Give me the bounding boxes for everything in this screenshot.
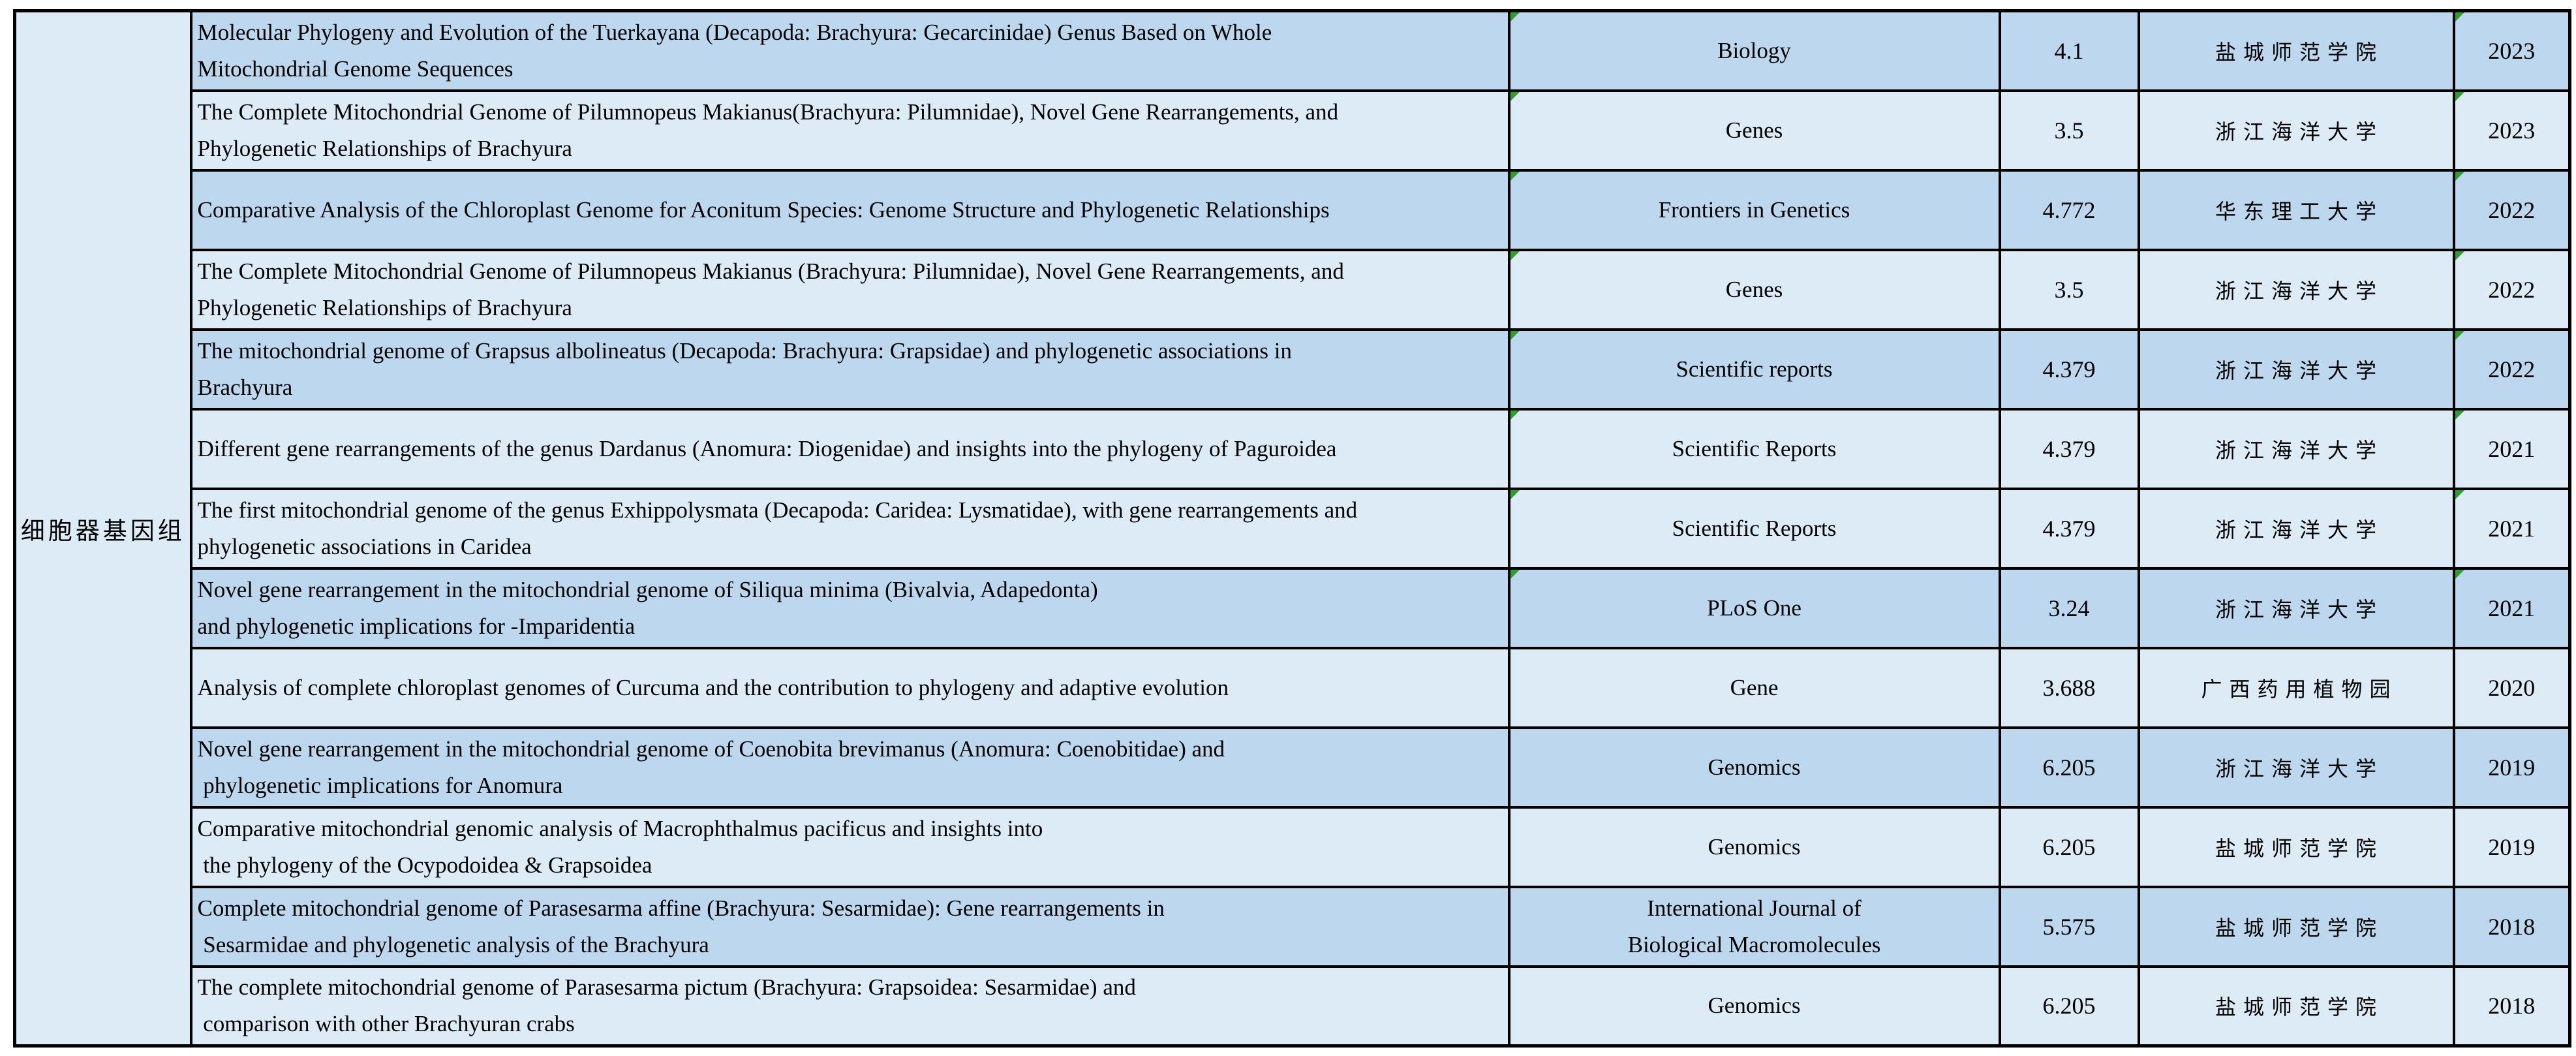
impact-factor-cell: 4.1 bbox=[1998, 9, 2140, 92]
institution-cell: 盐城师范学院 bbox=[2137, 9, 2455, 92]
journal-cell: Scientific reports bbox=[1507, 328, 2001, 411]
paper-title-cell: The complete mitochondrial genome of Par… bbox=[189, 965, 1510, 1048]
paper-title-cell: The mitochondrial genome of Grapsus albo… bbox=[189, 328, 1510, 411]
year-cell: 2022 bbox=[2452, 328, 2571, 411]
cell-flag-icon bbox=[2456, 93, 2464, 101]
institution-cell: 广西药用植物园 bbox=[2137, 646, 2455, 729]
journal-cell: Scientific Reports bbox=[1507, 487, 2001, 570]
publications-table-body: 细胞器基因组 Molecular Phylogeny and Evolution … bbox=[13, 9, 2571, 1048]
table-row: Comparative Analysis of the Chloroplast … bbox=[15, 168, 2571, 251]
cell-flag-icon bbox=[1511, 570, 1520, 579]
cell-flag-icon bbox=[2456, 252, 2464, 260]
cell-flag-icon bbox=[2456, 570, 2464, 579]
year-cell: 2019 bbox=[2452, 726, 2571, 809]
journal-cell: International Journal of Biological Macr… bbox=[1507, 885, 2001, 968]
table-row: The Complete Mitochondrial Genome of Pil… bbox=[15, 89, 2571, 172]
journal-cell: PLoS One bbox=[1507, 567, 2001, 649]
paper-title-cell: Comparative mitochondrial genomic analys… bbox=[189, 805, 1510, 888]
paper-title-cell: Different gene rearrangements of the gen… bbox=[189, 407, 1510, 490]
paper-title-cell: Analysis of complete chloroplast genomes… bbox=[189, 646, 1510, 729]
impact-factor-cell: 4.379 bbox=[1998, 407, 2140, 490]
paper-title-cell: The Complete Mitochondrial Genome of Pil… bbox=[189, 89, 1510, 172]
paper-title-cell: Molecular Phylogeny and Evolution of the… bbox=[189, 9, 1510, 92]
impact-factor-cell: 6.205 bbox=[1998, 805, 2140, 888]
institution-cell: 浙江海洋大学 bbox=[2137, 567, 2455, 649]
impact-factor-cell: 3.5 bbox=[1998, 248, 2140, 331]
cell-flag-icon bbox=[1511, 93, 1520, 101]
cell-flag-icon bbox=[2456, 411, 2464, 420]
institution-cell: 浙江海洋大学 bbox=[2137, 328, 2455, 411]
paper-title-cell: Comparative Analysis of the Chloroplast … bbox=[189, 168, 1510, 251]
year-cell: 2021 bbox=[2452, 487, 2571, 570]
journal-cell: Genes bbox=[1507, 248, 2001, 331]
cell-flag-icon bbox=[1511, 411, 1520, 420]
cell-flag-icon bbox=[2456, 172, 2464, 181]
impact-factor-cell: 4.379 bbox=[1998, 487, 2140, 570]
category-cell: 细胞器基因组 bbox=[13, 9, 192, 1048]
institution-cell: 盐城师范学院 bbox=[2137, 965, 2455, 1048]
institution-cell: 盐城师范学院 bbox=[2137, 885, 2455, 968]
year-cell: 2022 bbox=[2452, 248, 2571, 331]
table-row: The first mitochondrial genome of the ge… bbox=[15, 487, 2571, 570]
year-cell: 2023 bbox=[2452, 9, 2571, 92]
journal-cell: Biology bbox=[1507, 9, 2001, 92]
journal-cell: Frontiers in Genetics bbox=[1507, 168, 2001, 251]
year-cell: 2021 bbox=[2452, 407, 2571, 490]
impact-factor-cell: 4.379 bbox=[1998, 328, 2140, 411]
year-cell: 2021 bbox=[2452, 567, 2571, 649]
year-cell: 2022 bbox=[2452, 168, 2571, 251]
table-row: Novel gene rearrangement in the mitochon… bbox=[15, 567, 2571, 649]
journal-cell: Scientific Reports bbox=[1507, 407, 2001, 490]
year-cell: 2018 bbox=[2452, 885, 2571, 968]
year-cell: 2023 bbox=[2452, 89, 2571, 172]
table-row: Novel gene rearrangement in the mitochon… bbox=[15, 726, 2571, 809]
impact-factor-cell: 6.205 bbox=[1998, 965, 2140, 1048]
impact-factor-cell: 5.575 bbox=[1998, 885, 2140, 968]
paper-title-cell: Complete mitochondrial genome of Parases… bbox=[189, 885, 1510, 968]
impact-factor-cell: 3.688 bbox=[1998, 646, 2140, 729]
institution-cell: 盐城师范学院 bbox=[2137, 805, 2455, 888]
year-cell: 2019 bbox=[2452, 805, 2571, 888]
cell-flag-icon bbox=[2456, 332, 2464, 340]
institution-cell: 华东理工大学 bbox=[2137, 168, 2455, 251]
cell-flag-icon bbox=[1511, 332, 1520, 340]
paper-title-cell: Novel gene rearrangement in the mitochon… bbox=[189, 726, 1510, 809]
journal-cell: Genomics bbox=[1507, 805, 2001, 888]
table-row: The Complete Mitochondrial Genome of Pil… bbox=[15, 248, 2571, 331]
publications-table: 细胞器基因组 Molecular Phylogeny and Evolution … bbox=[13, 9, 2571, 1048]
paper-title-cell: The Complete Mitochondrial Genome of Pil… bbox=[189, 248, 1510, 331]
cell-flag-icon bbox=[1511, 252, 1520, 260]
cell-flag-icon bbox=[2456, 13, 2464, 22]
journal-cell: Gene bbox=[1507, 646, 2001, 729]
institution-cell: 浙江海洋大学 bbox=[2137, 248, 2455, 331]
table-row: Analysis of complete chloroplast genomes… bbox=[15, 646, 2571, 729]
journal-cell: Genes bbox=[1507, 89, 2001, 172]
year-cell: 2018 bbox=[2452, 965, 2571, 1048]
impact-factor-cell: 4.772 bbox=[1998, 168, 2140, 251]
table-row: Comparative mitochondrial genomic analys… bbox=[15, 805, 2571, 888]
institution-cell: 浙江海洋大学 bbox=[2137, 726, 2455, 809]
cell-flag-icon bbox=[1511, 172, 1520, 181]
impact-factor-cell: 6.205 bbox=[1998, 726, 2140, 809]
institution-cell: 浙江海洋大学 bbox=[2137, 407, 2455, 490]
table-row: Different gene rearrangements of the gen… bbox=[15, 407, 2571, 490]
journal-cell: Genomics bbox=[1507, 726, 2001, 809]
impact-factor-cell: 3.5 bbox=[1998, 89, 2140, 172]
journal-cell: Genomics bbox=[1507, 965, 2001, 1048]
table-row: Complete mitochondrial genome of Parases… bbox=[15, 885, 2571, 968]
table-row: 细胞器基因组 Molecular Phylogeny and Evolution … bbox=[13, 9, 2571, 1048]
table-row: The complete mitochondrial genome of Par… bbox=[15, 965, 2571, 1048]
year-cell: 2020 bbox=[2452, 646, 2571, 729]
institution-cell: 浙江海洋大学 bbox=[2137, 487, 2455, 570]
cell-flag-icon bbox=[2456, 491, 2464, 499]
cell-flag-icon bbox=[1511, 491, 1520, 499]
table-row: The mitochondrial genome of Grapsus albo… bbox=[15, 328, 2571, 411]
paper-title-cell: The first mitochondrial genome of the ge… bbox=[189, 487, 1510, 570]
paper-title-cell: Novel gene rearrangement in the mitochon… bbox=[189, 567, 1510, 649]
institution-cell: 浙江海洋大学 bbox=[2137, 89, 2455, 172]
cell-flag-icon bbox=[1511, 13, 1520, 22]
impact-factor-cell: 3.24 bbox=[1998, 567, 2140, 649]
